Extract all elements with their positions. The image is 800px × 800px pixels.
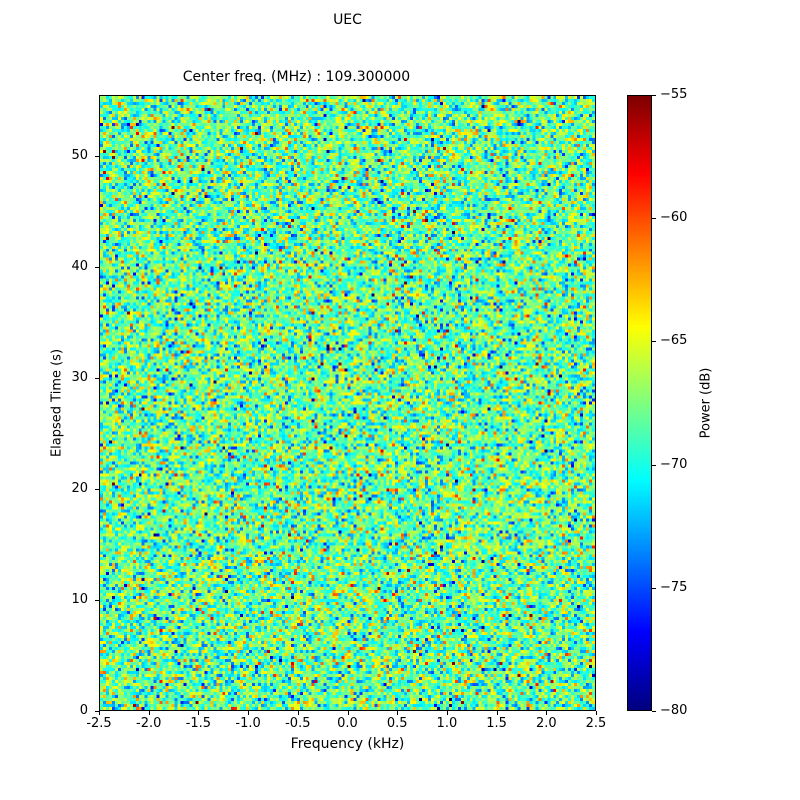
- x-tick-mark: [446, 711, 448, 715]
- colorbar-label: Power (dB): [698, 367, 714, 439]
- colorbar-tick-mark: [652, 464, 656, 466]
- y-tick-mark: [95, 489, 99, 491]
- x-tick-label: 0.5: [386, 716, 408, 731]
- x-tick-label: 1.5: [486, 716, 507, 731]
- subtitle-center-freq: Center freq. (MHz) : 109.300000: [182, 69, 411, 85]
- colorbar-tick-mark: [652, 587, 656, 589]
- chart-title: UEC: [333, 12, 362, 28]
- colorbar-tick-label: −70: [660, 456, 688, 472]
- y-tick-mark: [95, 711, 99, 712]
- x-tick-mark: [347, 711, 349, 715]
- colorbar-tick-mark: [652, 341, 656, 343]
- y-tick-mark: [95, 156, 99, 158]
- y-tick-label: 20: [71, 481, 88, 497]
- colorbar-tick-label: −80: [660, 703, 688, 718]
- y-tick-label: 10: [71, 592, 88, 607]
- x-tick-label: 1.0: [436, 716, 458, 731]
- x-tick-mark: [496, 711, 498, 715]
- x-tick-label: 0.0: [337, 716, 358, 731]
- colorbar-tick-label: −60: [660, 210, 688, 226]
- x-tick-label: -1.0: [235, 716, 261, 731]
- x-tick-mark: [148, 711, 150, 715]
- heatmap-plot: [99, 95, 596, 711]
- x-tick-label: -1.5: [185, 716, 212, 731]
- x-tick-mark: [248, 711, 250, 715]
- x-tick-label: 2.0: [535, 716, 557, 731]
- x-tick-label: -2.5: [86, 716, 112, 731]
- colorbar-tick-label: −65: [660, 333, 688, 349]
- y-tick-label: 50: [71, 148, 88, 164]
- x-tick-label: 2.5: [585, 716, 607, 731]
- y-tick-mark: [95, 267, 99, 269]
- y-tick-label: 40: [71, 259, 88, 275]
- x-tick-label: -0.5: [285, 716, 311, 731]
- x-tick-mark: [99, 711, 100, 715]
- colorbar-tick-mark: [652, 95, 656, 96]
- y-tick-mark: [95, 600, 99, 601]
- colorbar-tick-mark: [652, 218, 656, 220]
- y-tick-label: 0: [79, 703, 88, 718]
- y-tick-mark: [95, 378, 99, 380]
- spectrogram-heatmap-canvas: [100, 96, 595, 710]
- x-tick-mark: [596, 711, 597, 715]
- colorbar-gradient-canvas: [628, 96, 651, 710]
- x-axis-label: Frequency (kHz): [290, 736, 405, 752]
- x-tick-mark: [198, 711, 200, 715]
- colorbar-tick-label: −55: [660, 87, 688, 102]
- y-tick-label: 30: [71, 370, 88, 386]
- x-tick-mark: [546, 711, 548, 715]
- colorbar-tick-mark: [652, 711, 656, 712]
- colorbar: [627, 95, 652, 711]
- y-axis-label: Elapsed Time (s): [49, 348, 65, 458]
- x-tick-mark: [297, 711, 299, 715]
- x-tick-mark: [397, 711, 399, 715]
- x-tick-label: -2.0: [136, 716, 162, 731]
- colorbar-tick-label: −75: [660, 579, 688, 595]
